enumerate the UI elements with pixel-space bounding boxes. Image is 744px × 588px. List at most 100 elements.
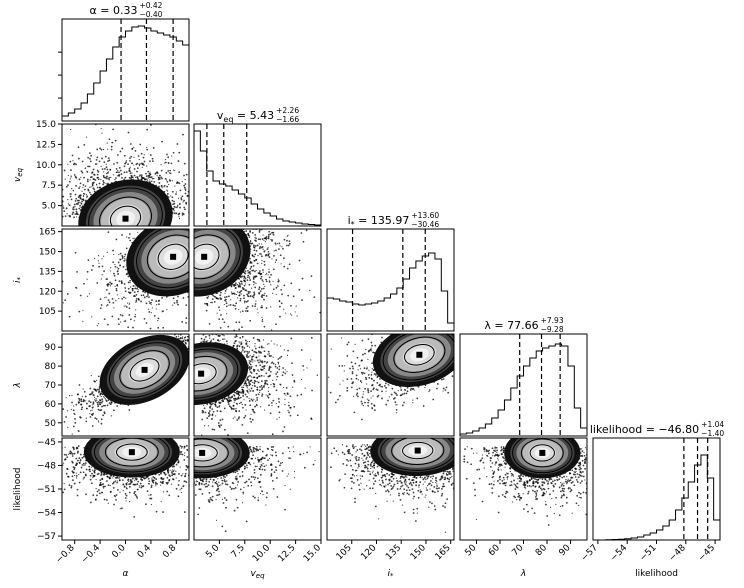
xtick-label-likelihood-4: −45 [697,543,718,564]
xtick-label-inc-0: 105 [335,543,354,562]
contour-alpha-inc-1 [146,234,189,280]
hist-line-inc [326,252,454,331]
hist-veq: veq = 5.43 +2.26−1.66 [193,106,322,227]
xtick-label-inc-2: 135 [384,543,403,562]
xtick-label-alpha-2: 0.0 [110,543,127,560]
xtick-label-veq-0: 5.0 [204,543,221,560]
density-inc-lambda [327,334,454,421]
title-likelihood: likelihood = −46.80 [590,423,699,436]
xtick-label-lambda-2: 70 [510,543,525,558]
contour-alpha-lambda-1 [119,350,170,390]
axes-frame-likelihood [592,437,721,541]
title-minus-likelihood: −1.40 [701,429,724,438]
axes-frame-lambda [459,333,588,437]
xlabel-alpha: α [123,569,129,579]
ytick-label-veq-2: 10.0 [36,161,56,171]
contour-inc-likelihood-0 [380,438,454,471]
contour-alpha-veq-0 [88,187,163,226]
contour-veq-likelihood-1 [194,438,229,468]
peak-veq-lambda [198,370,205,377]
peak-alpha-veq [122,215,129,222]
xtick-label-likelihood-2: −51 [638,543,659,564]
hist-line-likelihood [593,454,720,541]
contour-inc-likelihood-1 [391,438,445,466]
axes-frame-inc [326,228,455,332]
axes-frame-alpha-veq [61,123,190,227]
hist-likelihood: likelihood = −46.80 +1.04−1.40 [590,420,724,541]
peak-inc-likelihood [414,447,421,454]
contour-inc-likelihood-2 [402,441,434,460]
density-alpha-inc [62,229,189,330]
contour-alpha-likelihood-0 [93,438,170,473]
ytick-label-inc-1: 120 [39,287,56,297]
hist-line-veq [193,130,321,226]
title-plus-alpha: +0.42 [139,1,162,10]
ytick-label-likelihood-0: −57 [37,532,56,542]
contour-lambda-likelihood-1 [520,438,564,468]
contour-veq-lambda-1 [194,355,228,392]
contour-veq-lambda-0 [194,348,239,399]
contour-inc-lambda-1 [393,336,446,373]
axes-frame-veq-lambda [193,333,322,437]
ytick-label-veq-1: 7.5 [42,181,56,191]
title-minus-inc: −30.46 [411,220,439,229]
density-alpha-lambda [62,334,189,435]
title-minus-veq: −1.66 [276,115,299,124]
title-plus-veq: +2.26 [276,106,299,115]
contour-inc-lambda-0 [382,334,454,381]
title-minus-alpha: −0.40 [139,10,162,19]
density-inc-likelihood [330,438,454,533]
xlabel-veq: veq [250,569,265,580]
ytick-label-inc-4: 165 [39,228,56,238]
ylabel-inc: i* [13,276,24,283]
peak-alpha-likelihood [128,449,135,456]
ylabel-likelihood: likelihood [13,468,23,511]
axes-frame-veq [193,123,322,227]
contour-alpha-lambda-2 [129,358,160,382]
hist-inc: i* = 135.97 +13.60−30.46 [326,211,455,332]
hist-lambda: λ = 77.66 +7.93−9.28 [459,316,588,437]
contour-veq-inc-0 [194,229,241,289]
title-plus-lambda: +7.93 [541,316,564,325]
xlabel-lambda: λ [520,569,526,579]
xtick-label-veq-4: 15.0 [302,543,323,564]
xtick-label-alpha-4: 0.8 [161,543,178,560]
peak-lambda-likelihood [539,449,546,456]
contour-lambda-likelihood-0 [512,438,573,474]
density-veq-likelihood [194,438,320,533]
ytick-label-lambda-2: 70 [45,381,57,391]
title-lambda: λ = 77.66 [484,319,538,332]
peak-inc-lambda [416,351,423,358]
contour-veq-inc-2 [194,243,220,271]
ytick-label-likelihood-3: −48 [37,461,56,471]
xtick-label-veq-1: 7.5 [230,543,247,560]
axes-frame-alpha-inc [61,228,190,332]
title-alpha: α = 0.33 [90,4,138,17]
xtick-label-lambda-0: 50 [463,543,478,558]
ytick-label-inc-0: 105 [39,307,56,317]
hist-line-alpha [61,25,189,121]
axes-frame-inc-lambda [326,333,455,437]
xtick-label-alpha-3: 0.4 [136,543,153,560]
title-plus-likelihood: +1.04 [701,420,724,429]
ytick-label-lambda-4: 90 [45,343,57,353]
peak-veq-inc [201,253,208,260]
ytick-label-lambda-1: 60 [45,400,57,410]
ytick-label-inc-2: 135 [39,267,56,277]
xtick-label-inc-1: 120 [359,543,378,562]
ytick-label-lambda-3: 80 [45,362,57,372]
ytick-label-inc-3: 150 [39,248,56,258]
hist-alpha: α = 0.33 +0.42−0.40 [61,1,190,122]
ytick-label-veq-4: 15.0 [36,120,56,130]
contour-alpha-inc-2 [157,243,189,270]
title-inc: i* = 135.97 [348,214,410,229]
ytick-label-likelihood-4: −45 [37,438,56,448]
ylabel-veq: veq [13,167,24,182]
contour-veq-likelihood-0 [194,438,240,474]
contour-alpha-likelihood-2 [115,443,148,461]
peak-alpha-inc [170,253,177,260]
density-lambda-likelihood [460,438,587,526]
title-veq: veq = 5.43 [217,109,274,124]
ytick-label-likelihood-1: −54 [37,509,56,519]
xtick-label-likelihood-1: −54 [609,543,630,564]
